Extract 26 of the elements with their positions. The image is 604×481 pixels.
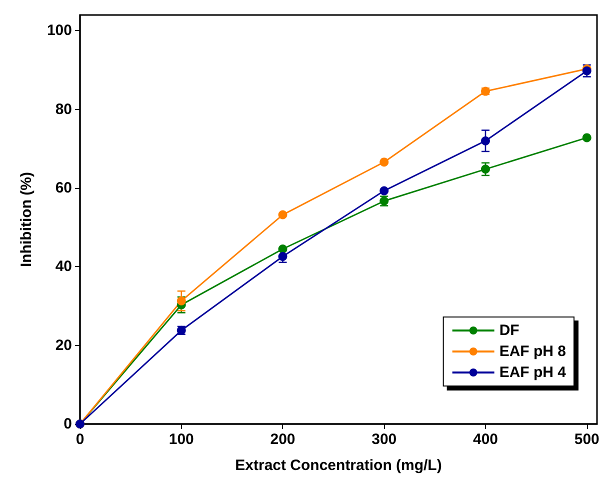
y-tick-label: 20 xyxy=(55,336,72,354)
y-axis-title: Inhibition (%) xyxy=(18,172,35,267)
legend-label: DF xyxy=(499,322,520,339)
legend-label: EAF pH 8 xyxy=(499,343,566,360)
x-axis-title: Extract Concentration (mg/L) xyxy=(235,457,442,474)
x-tick-label: 300 xyxy=(372,431,397,448)
point xyxy=(278,210,288,220)
point xyxy=(481,164,490,174)
x-tick-label: 100 xyxy=(168,431,194,448)
y-tick-label: 60 xyxy=(55,180,72,197)
y-tick-label: 40 xyxy=(55,258,72,276)
point xyxy=(380,158,389,167)
point xyxy=(380,186,389,196)
x-tick-label: 500 xyxy=(574,431,600,448)
point xyxy=(582,133,592,142)
point xyxy=(278,252,288,261)
point xyxy=(481,136,490,146)
y-tick-label: 0 xyxy=(64,416,72,432)
point xyxy=(278,244,288,254)
point xyxy=(176,296,186,306)
legend-label: EAF pH 4 xyxy=(499,364,567,381)
y-tick-label: 80 xyxy=(55,100,72,118)
x-tick-label: 0 xyxy=(76,431,84,448)
y-tick-label: 100 xyxy=(46,22,72,40)
x-tick-label: 400 xyxy=(472,431,498,448)
x-tick-label: 200 xyxy=(270,431,296,448)
